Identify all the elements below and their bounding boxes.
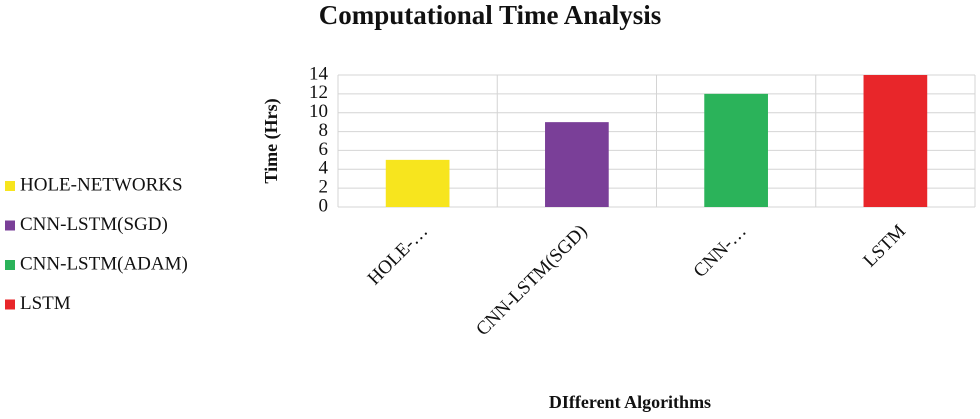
bar — [704, 93, 768, 207]
legend-swatch — [5, 220, 15, 231]
legend-label: LSTM — [20, 293, 71, 314]
bar — [863, 75, 928, 207]
y-tick-label: 14 — [309, 63, 329, 84]
bar — [385, 159, 450, 207]
legend-label: HOLE-NETWORKS — [20, 174, 183, 195]
x-tick-label: CNN-LSTM(SGD) — [472, 221, 591, 340]
legend-swatch — [5, 299, 15, 310]
y-tick-label: 12 — [309, 82, 328, 103]
y-axis-title: Time (Hrs) — [261, 98, 282, 183]
legend-label: CNN-LSTM(ADAM) — [20, 253, 188, 274]
y-tick-label: 2 — [319, 177, 329, 198]
legend-swatch — [5, 181, 15, 191]
legend-swatch — [5, 260, 15, 270]
bar — [545, 122, 609, 207]
y-tick-label: 0 — [319, 195, 329, 216]
y-tick-label: 8 — [319, 120, 329, 141]
chart-title: Computational Time Analysis — [319, 0, 662, 30]
x-tick-label: CNN-… — [690, 221, 751, 282]
x-tick-label: LSTM — [859, 221, 910, 272]
legend-label: CNN-LSTM(SGD) — [20, 214, 168, 235]
x-tick-label: HOLE-… — [364, 221, 433, 290]
y-tick-label: 10 — [309, 101, 328, 122]
x-axis-title: DIfferent Algorithms — [549, 392, 711, 412]
y-tick-label: 6 — [319, 139, 329, 160]
y-tick-label: 4 — [319, 158, 329, 179]
